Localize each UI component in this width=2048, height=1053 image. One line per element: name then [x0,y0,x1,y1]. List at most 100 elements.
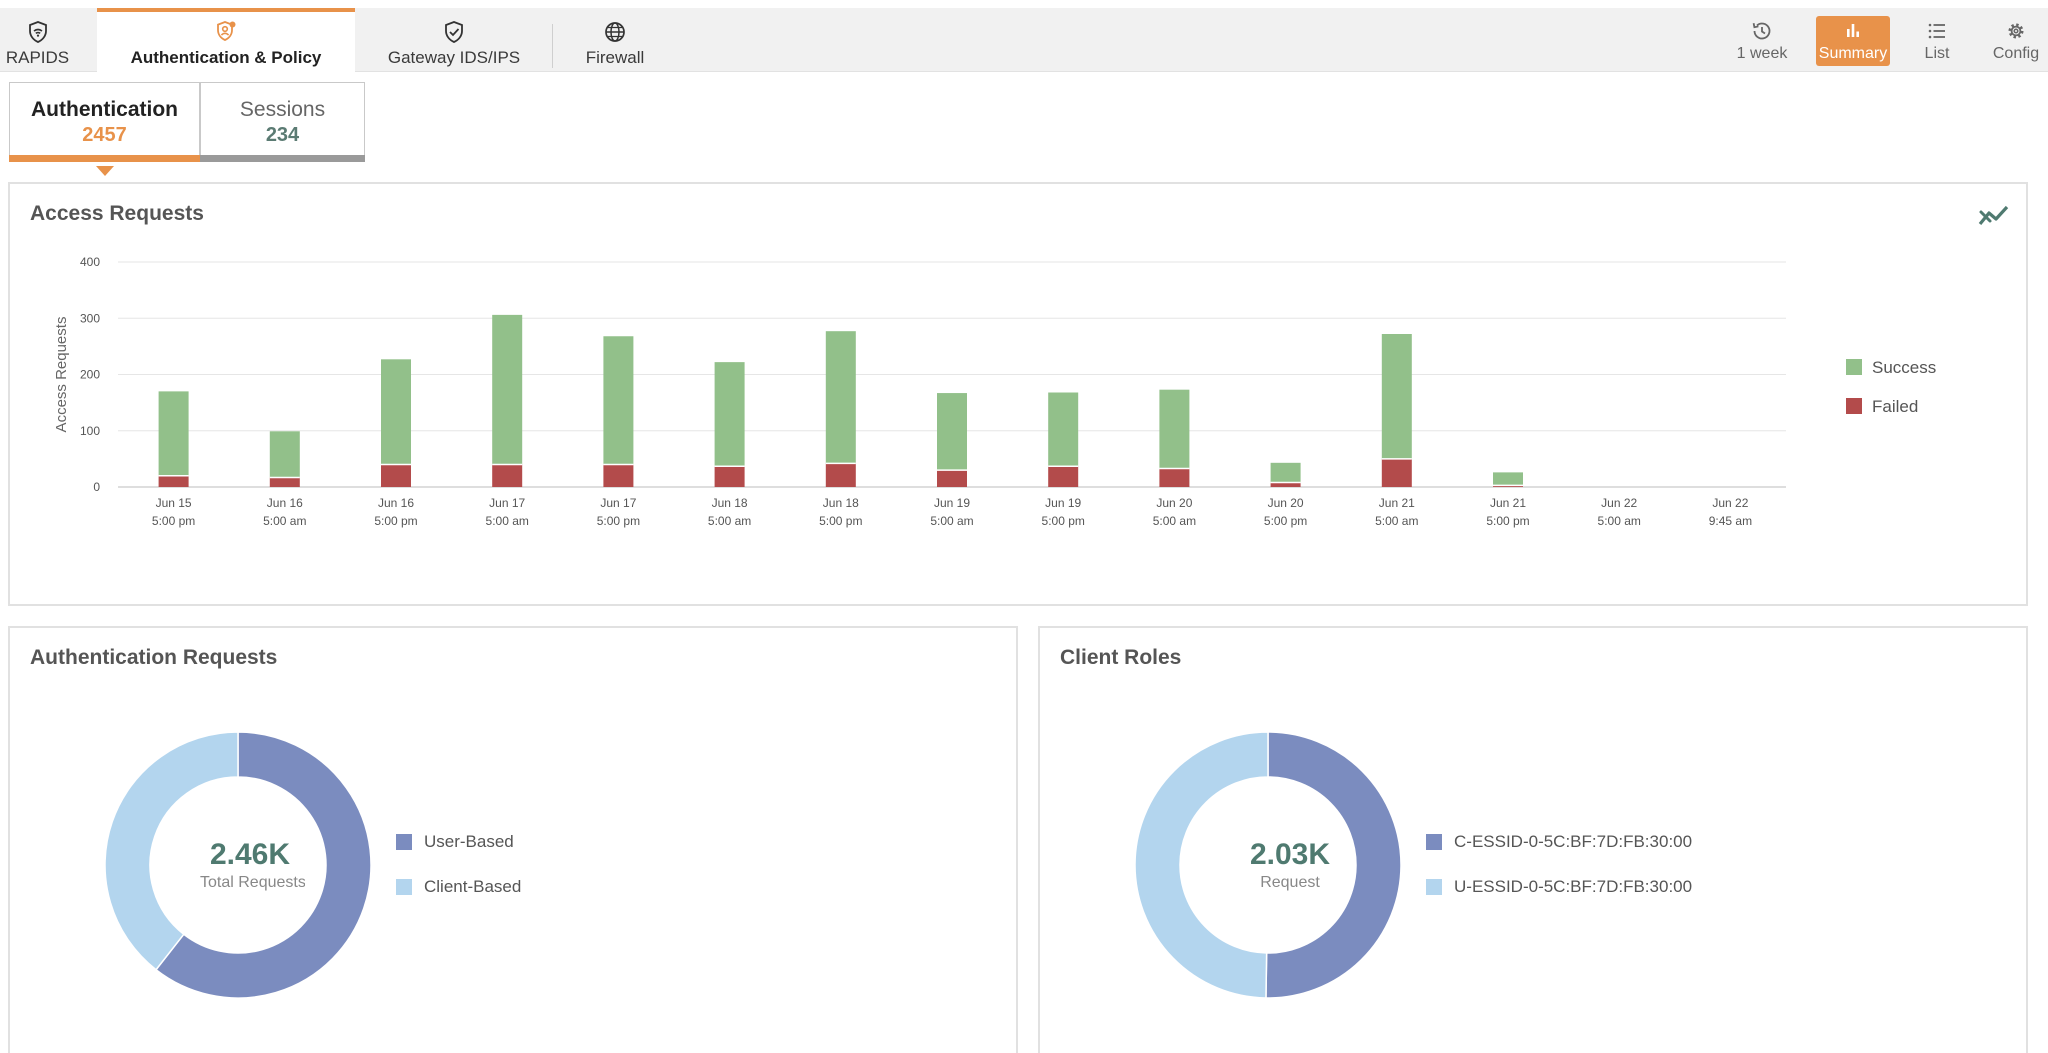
bar-failed[interactable] [269,477,300,487]
y-tick-label: 100 [80,424,100,438]
list-label: List [1924,45,1950,62]
y-tick-label: 300 [80,311,100,325]
auth-legend-user-based: User-Based [396,832,514,852]
x-tick-sublabel: 5:00 pm [1486,514,1529,528]
subtab-authentication-count: 2457 [82,123,127,146]
bar-chart-icon [1847,24,1859,37]
x-tick-sublabel: 5:00 am [930,514,973,528]
bar-success[interactable] [937,393,967,471]
x-tick-label: Jun 20 [1156,496,1192,510]
legend-label: C-ESSID-0-5C:BF:7D:FB:30:00 [1454,832,1693,851]
y-tick-label: 200 [80,368,100,382]
subtab-sessions[interactable]: Sessions 234 [200,82,365,162]
trend-toggle-icon[interactable] [1978,200,2010,230]
active-caret-icon [96,166,114,176]
bar-success[interactable] [158,391,189,476]
config-label: Config [1992,45,2040,62]
shield-check-icon [445,21,463,43]
x-tick-sublabel: 5:00 pm [1042,514,1085,528]
tab-firewall[interactable]: Firewall [570,8,660,72]
x-tick-sublabel: 5:00 pm [597,514,640,528]
access-requests-title: Access Requests [30,202,204,225]
config-button[interactable]: Config [1988,16,2044,66]
y-tick-label: 400 [80,255,100,269]
list-icon [1928,23,1945,39]
bar-failed[interactable] [492,464,523,488]
donut-slice[interactable] [154,731,372,999]
bar-success[interactable] [381,359,411,465]
bar-success[interactable] [1493,472,1523,486]
x-tick-sublabel: 5:00 pm [374,514,417,528]
x-tick-sublabel: 5:00 pm [1264,514,1307,528]
subtab-authentication[interactable]: Authentication 2457 [9,82,200,176]
bar-failed[interactable] [381,464,411,488]
bar-failed[interactable] [1381,458,1412,487]
legend-swatch [396,879,412,895]
x-tick-label: Jun 16 [378,496,414,510]
bar-success[interactable] [1048,392,1079,467]
x-tick-sublabel: 5:00 am [1153,514,1196,528]
x-tick-sublabel: 5:00 am [708,514,751,528]
bar-success[interactable] [1381,334,1412,459]
subtab-sessions-label: Sessions [239,97,326,121]
bar-success[interactable] [603,336,634,465]
subtab-sessions-indicator [200,155,365,162]
subtab-authentication-indicator [9,155,200,162]
list-button[interactable]: List [1910,16,1964,66]
x-tick-label: Jun 17 [489,496,525,510]
legend-label-success: Success [1872,358,1936,377]
tab-rapids[interactable]: RAPIDS [0,8,75,72]
legend-swatch-failed [1846,398,1862,414]
x-tick-label: Jun 20 [1268,496,1304,510]
bar-success[interactable] [1270,462,1301,483]
tab-authentication-policy[interactable]: Authentication & Policy [97,8,355,72]
x-tick-label: Jun 19 [1045,496,1081,510]
tab-gateway-ids-ips[interactable]: Gateway IDS/IPS [378,8,530,72]
bar-failed[interactable] [158,475,189,487]
tab-firewall-label: Firewall [585,48,645,67]
x-tick-label: Jun 18 [712,496,748,510]
bar-failed[interactable] [1493,485,1523,487]
legend-label: Client-Based [424,877,522,896]
donut-slice[interactable] [1265,731,1402,999]
y-tick-label: 0 [93,480,100,494]
bar-failed[interactable] [937,470,967,487]
bar-success[interactable] [714,362,745,467]
bar-failed[interactable] [603,464,634,488]
authentication-requests-panel: Authentication Requests 2.46K Total Requ… [8,626,1018,1053]
roles-donut-center: 2.03K Request [1200,838,1380,892]
summary-button[interactable]: Summary [1816,16,1890,66]
bar-failed[interactable] [714,466,745,487]
bar-success[interactable] [269,431,300,478]
bar-failed[interactable] [1048,466,1079,487]
bar-failed[interactable] [1159,468,1190,487]
x-tick-label: Jun 21 [1379,496,1415,510]
y-axis-label: Access Requests [53,317,70,433]
legend-label: U-ESSID-0-5C:BF:7D:FB:30:00 [1454,877,1693,896]
donut-slice[interactable] [104,731,239,971]
time-range-button[interactable]: 1 week [1724,16,1800,66]
bar-success[interactable] [492,314,523,465]
access-requests-panel: Access Requests 0 100 200 300 400 Access Requ… [8,182,2028,606]
access-requests-chart: 0 100 200 300 400 Access Requests Jun 15 5:00 p… [53,255,1936,528]
tab-gateway-label: Gateway IDS/IPS [387,48,521,67]
x-tick-sublabel: 9:45 am [1709,514,1752,528]
bar-success[interactable] [1159,389,1190,469]
roles-total-label: Request [1260,874,1320,891]
top-nav-bar: RAPIDS Authentication & Policy Gateway I… [0,8,2048,72]
bar-failed[interactable] [825,463,856,487]
x-tick-sublabel: 5:00 am [263,514,306,528]
x-tick-label: Jun 22 [1712,496,1748,510]
legend-swatch [396,834,412,850]
x-tick-sublabel: 5:00 am [1375,514,1418,528]
tab-divider [552,24,553,68]
client-roles-title: Client Roles [1060,646,1182,669]
x-tick-label: Jun 22 [1601,496,1637,510]
x-tick-label: Jun 15 [156,496,192,510]
x-tick-sublabel: 5:00 pm [819,514,862,528]
bar-failed[interactable] [1270,482,1301,488]
tab-authentication-policy-label: Authentication & Policy [130,48,322,67]
bar-success[interactable] [825,331,856,464]
donut-slice[interactable] [1134,731,1269,999]
legend-label: User-Based [424,832,514,851]
